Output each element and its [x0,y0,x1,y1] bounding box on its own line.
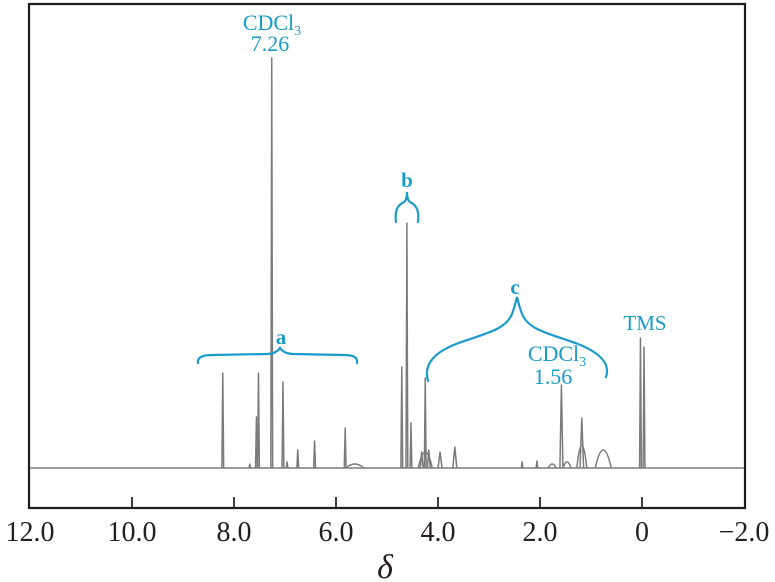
tms-label: TMS [623,311,666,335]
nmr-peak [417,451,433,469]
group-label-c: c [510,275,519,299]
peaks-group [221,57,646,469]
x-axis-tick-label: 2.0 [523,517,558,548]
brace-group-c [425,296,609,383]
x-axis-tick-label: −2.0 [719,517,770,548]
solvent-label-cdcl3-bottom: CDCl3 [528,341,586,370]
x-axis-tick-label: 0 [635,517,649,548]
solvent-label-cdcl3-top: CDCl3 [243,10,301,39]
nmr-peak [426,449,431,469]
nmr-peak [594,449,612,469]
solvent-shift-cdcl3-top: 7.26 [251,31,290,56]
group-label-b: b [401,168,413,192]
nmr-peak [579,417,585,469]
nmr-peak [405,222,409,469]
x-axis-tick-label: 6.0 [319,517,354,548]
nmr-peak [409,422,413,469]
solvent-label-cdcl3-top-subscript: 3 [294,24,301,39]
nmr-peak [285,461,289,469]
nmr-peak [248,463,252,469]
nmr-peak [423,377,427,469]
brace-group-b [394,191,420,224]
nmr-peak [221,372,225,469]
brace-group-a [196,346,359,365]
nmr-peak [559,384,564,469]
nmr-peak [312,440,317,469]
x-axis: 12.0 10.0 8.0 6.0 4.0 2.0 0 −2.0 [6,497,770,548]
nmr-peak [345,463,365,469]
x-axis-title-delta: δ [377,549,394,582]
x-axis-tick-label: 12.0 [6,517,55,548]
nmr-peak [576,444,588,469]
nmr-peak [256,372,261,469]
nmr-peak [562,461,572,469]
nmr-peak [270,57,274,469]
nmr-peak [296,449,300,469]
nmr-peak [520,461,524,469]
nmr-peak [452,446,458,469]
nmr-peak [547,463,557,469]
nmr-peak [400,366,404,469]
x-axis-tick-label: 8.0 [217,517,252,548]
x-axis-tick-label: 10.0 [108,517,157,548]
nmr-peak [281,381,285,469]
nmr-peak [437,451,443,469]
plot-border [27,2,747,510]
solvent-label-cdcl3-bottom-subscript: 3 [579,355,586,370]
nmr-peak [642,346,646,469]
nmr-peak [638,337,643,469]
nmr-peak [419,451,424,469]
x-axis-tick-label: 4.0 [421,517,456,548]
nmr-peak [535,460,539,469]
solvent-label-cdcl3-bottom-text: CDCl [528,341,579,366]
group-label-a: a [276,325,287,349]
solvent-shift-cdcl3-bottom: 1.56 [534,364,573,389]
solvent-label-cdcl3-top-text: CDCl [243,10,294,35]
nmr-peak [343,427,347,469]
